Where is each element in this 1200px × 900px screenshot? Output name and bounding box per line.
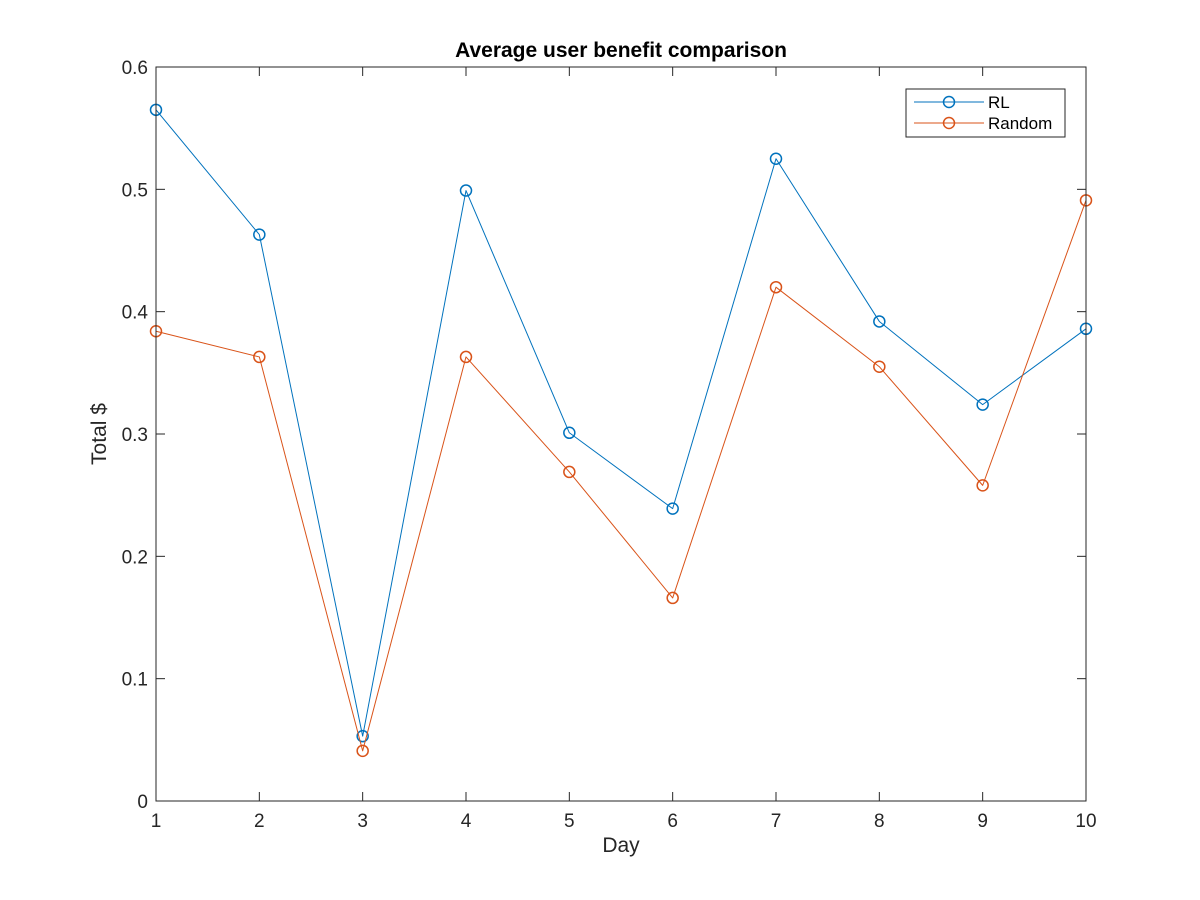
y-tick-label: 0 xyxy=(137,792,148,813)
data-point-rl xyxy=(253,228,266,241)
legend-box xyxy=(905,88,1066,138)
legend-random-label: Random xyxy=(988,114,1052,133)
data-point-random xyxy=(459,350,473,364)
data-point-rl xyxy=(976,398,989,411)
y-tick-label: 0.4 xyxy=(122,303,149,324)
data-point-rl xyxy=(666,502,679,515)
data-point-rl xyxy=(563,426,576,440)
data-point-random xyxy=(769,280,783,294)
series-random xyxy=(149,194,1093,758)
x-tick-label: 1 xyxy=(151,811,162,832)
x-tick-label: 3 xyxy=(357,811,368,832)
y-tick-label: 0.2 xyxy=(122,547,148,568)
data-point-rl xyxy=(459,184,473,197)
data-point-rl xyxy=(769,152,783,165)
data-point-random xyxy=(253,350,266,364)
chart-title: Average user benefit comparison xyxy=(455,39,787,62)
data-point-random xyxy=(356,744,369,758)
x-tick-label: 5 xyxy=(564,811,575,832)
x-tick-label: 2 xyxy=(254,811,265,832)
series-line-rl xyxy=(155,109,1087,737)
series-layer xyxy=(149,103,1093,758)
data-point-random xyxy=(563,465,576,479)
y-axis-label: Total $ xyxy=(88,403,111,465)
legend: RL Random xyxy=(905,88,1066,138)
data-point-random xyxy=(873,360,886,373)
legend-rl-marker xyxy=(942,95,956,109)
data-point-random xyxy=(666,591,679,605)
series-rl xyxy=(149,103,1093,743)
y-tick-label: 0.1 xyxy=(122,670,148,691)
y-tick-label: 0.3 xyxy=(122,425,148,446)
data-point-random xyxy=(976,479,989,492)
legend-rl-label: RL xyxy=(988,93,1010,112)
axes-box xyxy=(155,66,1087,802)
x-tick-label: 10 xyxy=(1075,811,1096,832)
x-tick-label: 7 xyxy=(771,811,782,832)
x-axis-label: Day xyxy=(602,834,640,857)
legend-random-marker xyxy=(942,116,956,130)
y-tick-label: 0.5 xyxy=(122,180,148,201)
y-tick-label: 0.6 xyxy=(122,58,148,79)
x-tick-label: 6 xyxy=(667,811,678,832)
x-tick-label: 4 xyxy=(461,811,472,832)
series-line-random xyxy=(155,200,1087,752)
data-point-rl xyxy=(873,315,886,328)
plot-area xyxy=(156,67,1086,801)
x-tick-label: 9 xyxy=(977,811,988,832)
x-tick-label: 8 xyxy=(874,811,885,832)
data-point-rl xyxy=(356,729,369,743)
